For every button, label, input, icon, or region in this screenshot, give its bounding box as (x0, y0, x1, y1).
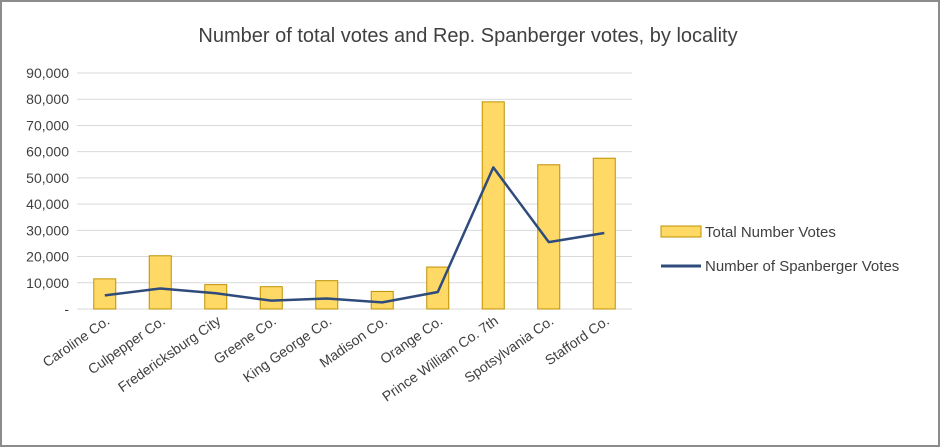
bar-total-votes (259, 286, 283, 310)
x-axis-labels: Caroline Co.Culpepper Co.Fredericksburg … (40, 312, 612, 404)
legend-label-total-votes: Total Number Votes (705, 224, 836, 241)
bar-total-votes (481, 101, 505, 310)
y-tick-label: 30,000 (26, 222, 69, 238)
legend-label-spanberger-votes: Number of Spanberger Votes (705, 258, 899, 275)
y-axis-ticks: - 10,000 20,000 30,000 40,000 50,000 60,000 70,… (26, 65, 69, 317)
y-tick-label: 60,000 (26, 144, 69, 160)
chart-title: Number of total votes and Rep. Spanberge… (198, 25, 737, 47)
y-tick-label: 80,000 (26, 91, 69, 107)
y-tick-label: 70,000 (26, 117, 69, 133)
bar-total-votes (148, 255, 172, 310)
y-tick-label: 50,000 (26, 170, 69, 186)
y-tick-label: 10,000 (26, 275, 69, 291)
bar-series (93, 101, 616, 310)
y-tick-label: - (64, 301, 69, 317)
bar-total-votes (315, 280, 339, 310)
x-category-label: Fredericksburg City (115, 312, 224, 395)
line-series (104, 166, 605, 304)
y-tick-label: 90,000 (26, 65, 69, 81)
y-tick-label: 20,000 (26, 249, 69, 265)
y-tick-label: 40,000 (26, 196, 69, 212)
line-spanberger-votes (104, 166, 605, 304)
bar-total-votes (204, 284, 228, 310)
bar-total-votes (537, 164, 561, 310)
legend: Total Number Votes Number of Spanberger … (660, 224, 899, 275)
legend-swatch-total-votes (660, 225, 702, 238)
